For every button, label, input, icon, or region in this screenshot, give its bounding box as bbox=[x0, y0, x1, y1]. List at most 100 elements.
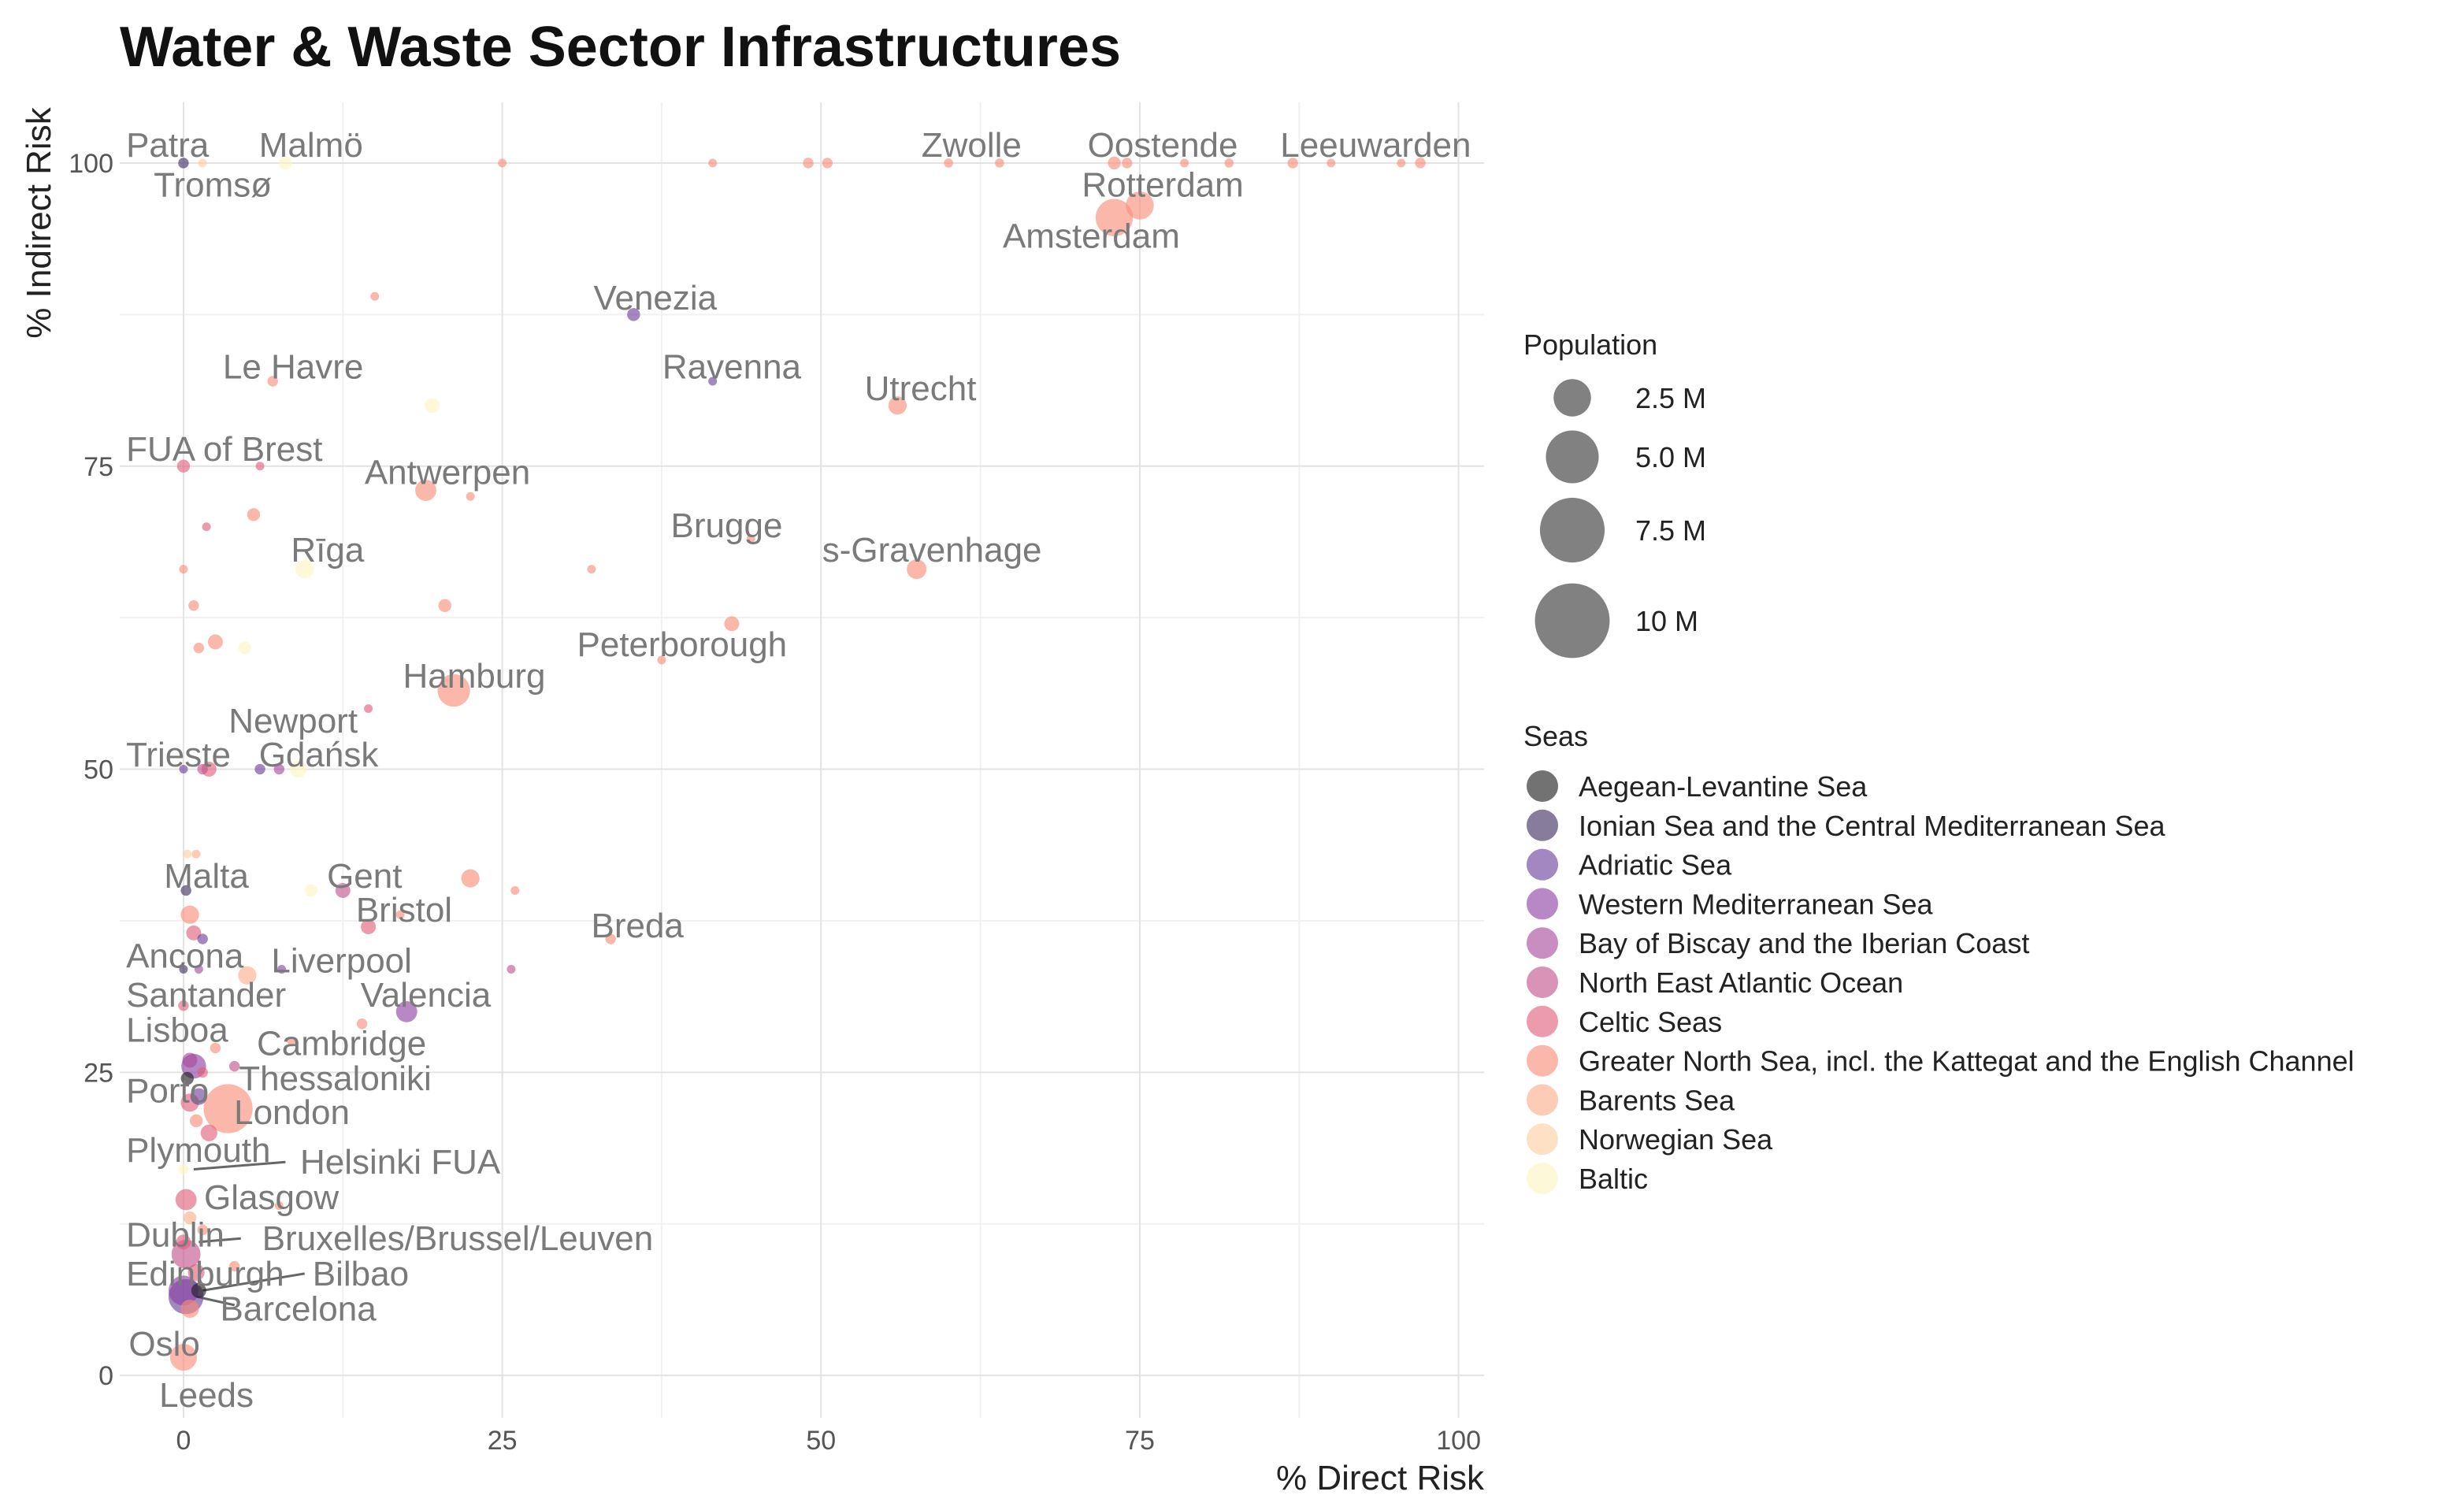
data-point bbox=[461, 869, 480, 888]
y-tick-label: 100 bbox=[69, 149, 113, 179]
city-label: Malta bbox=[164, 857, 249, 896]
population-legend-circle bbox=[1546, 430, 1599, 484]
data-point bbox=[1126, 191, 1154, 220]
seas-legend-label: Barents Sea bbox=[1579, 1084, 1735, 1116]
city-label: Gdańsk bbox=[259, 736, 380, 774]
city-label: Hamburg bbox=[403, 657, 546, 696]
y-tick-label: 0 bbox=[98, 1361, 113, 1391]
data-point bbox=[254, 763, 265, 775]
seas-legend-swatch bbox=[1527, 770, 1558, 802]
data-point bbox=[507, 965, 516, 974]
data-point bbox=[437, 673, 470, 707]
data-point bbox=[356, 1018, 368, 1030]
data-point bbox=[198, 158, 207, 168]
data-point bbox=[183, 1211, 197, 1225]
city-label: Thessaloniki bbox=[239, 1059, 432, 1098]
data-point bbox=[466, 492, 475, 501]
seas-legend-swatch bbox=[1527, 1123, 1558, 1156]
data-point bbox=[944, 158, 953, 168]
data-point bbox=[168, 1275, 199, 1306]
population-legend-label: 5.0 M bbox=[1635, 441, 1706, 473]
city-label: Venezia bbox=[594, 279, 718, 317]
data-point bbox=[197, 1067, 208, 1078]
data-point bbox=[335, 882, 351, 898]
city-label: Bruxelles/Brussel/Leuven bbox=[262, 1219, 653, 1258]
city-label: Leeds bbox=[159, 1376, 254, 1415]
population-legend-circle bbox=[1539, 497, 1605, 563]
data-point bbox=[438, 599, 451, 612]
data-point bbox=[210, 1042, 221, 1054]
data-point bbox=[178, 1000, 189, 1011]
data-point bbox=[995, 158, 1004, 168]
data-point bbox=[176, 1234, 191, 1250]
city-label: Lisboa bbox=[126, 1011, 228, 1049]
seas-legend-label: Norwegian Sea bbox=[1579, 1123, 1773, 1156]
y-tick-label: 50 bbox=[83, 755, 113, 785]
data-point bbox=[189, 1114, 203, 1128]
population-legend-circle bbox=[1534, 583, 1610, 659]
population-legend-label: 7.5 M bbox=[1635, 514, 1706, 547]
data-point bbox=[627, 308, 640, 321]
city-label: Rīga bbox=[291, 531, 364, 569]
city-label: Barcelona bbox=[221, 1289, 377, 1328]
x-tick-label: 25 bbox=[488, 1426, 518, 1456]
seas-legend-label: Baltic bbox=[1579, 1163, 1648, 1195]
leader-line bbox=[193, 1160, 286, 1171]
data-point bbox=[510, 885, 520, 895]
data-point bbox=[708, 377, 718, 386]
data-point bbox=[364, 704, 373, 714]
city-label: FUA of Brest bbox=[126, 430, 322, 469]
data-point bbox=[228, 1060, 240, 1072]
chart-title: Water & Waste Sector Infrastructures bbox=[120, 16, 1121, 79]
data-point bbox=[183, 849, 192, 859]
data-point bbox=[238, 966, 257, 985]
data-point bbox=[288, 1037, 297, 1047]
city-label: Le Havre bbox=[223, 348, 364, 387]
city-label: Ancona bbox=[126, 937, 244, 976]
data-point bbox=[279, 156, 292, 170]
data-point bbox=[179, 565, 188, 574]
data-point bbox=[1397, 158, 1406, 168]
data-point bbox=[197, 933, 208, 944]
seas-legend-swatch bbox=[1527, 1005, 1558, 1037]
seas-legend-title: Seas bbox=[1523, 720, 1588, 752]
city-label: Dublin bbox=[126, 1216, 225, 1255]
data-point bbox=[822, 158, 833, 169]
seas-legend-swatch bbox=[1527, 809, 1558, 841]
city-label: Valencia bbox=[361, 976, 492, 1015]
data-point bbox=[180, 1299, 199, 1319]
data-point bbox=[1287, 158, 1298, 169]
data-point bbox=[191, 1282, 206, 1298]
leader-line bbox=[199, 1237, 241, 1244]
city-label: Antwerpen bbox=[365, 453, 530, 492]
city-label: Newport bbox=[228, 702, 358, 740]
city-label: Cambridge bbox=[257, 1024, 426, 1063]
data-point bbox=[200, 1124, 217, 1141]
city-label: Glasgow bbox=[204, 1178, 339, 1217]
data-point bbox=[247, 508, 261, 521]
data-point bbox=[228, 1260, 240, 1272]
data-point bbox=[370, 291, 380, 301]
data-point bbox=[1327, 158, 1336, 168]
data-point bbox=[179, 765, 188, 774]
data-point bbox=[605, 933, 616, 944]
data-point bbox=[1415, 158, 1426, 169]
city-label: Bristol bbox=[356, 891, 452, 929]
data-point bbox=[180, 905, 199, 924]
data-point bbox=[498, 158, 507, 168]
data-point bbox=[657, 655, 666, 665]
city-label: London bbox=[234, 1093, 350, 1132]
data-point bbox=[194, 965, 203, 974]
data-point bbox=[425, 398, 440, 414]
city-label: Brugge bbox=[671, 506, 783, 545]
data-point bbox=[267, 376, 278, 387]
data-point bbox=[395, 910, 405, 919]
seas-legend-swatch bbox=[1527, 1044, 1558, 1077]
seas-legend-label: Western Mediterranean Sea bbox=[1579, 888, 1934, 920]
seas-legend-swatch bbox=[1527, 848, 1558, 881]
seas-legend-swatch bbox=[1527, 1163, 1558, 1194]
seas-legend-label: Adriatic Sea bbox=[1579, 849, 1732, 881]
data-point bbox=[197, 1224, 208, 1236]
city-label: Utrecht bbox=[865, 369, 977, 408]
data-point bbox=[176, 459, 191, 473]
